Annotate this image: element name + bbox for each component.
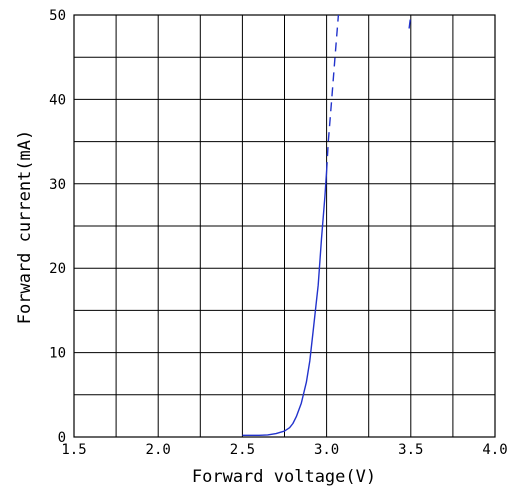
y-tick-labels: 0 10 20 30 40 50: [49, 8, 66, 446]
plot-grid: [73, 14, 496, 438]
curve-line-solid: [242, 171, 328, 436]
curve-line-dashed: [408, 14, 412, 29]
y-tick-label: 20: [49, 261, 66, 277]
y-tick-label: 10: [49, 346, 66, 362]
y-tick-label: 50: [49, 8, 66, 24]
x-axis-label: Forward voltage(V): [192, 467, 376, 487]
y-tick-label: 30: [49, 177, 66, 193]
x-tick-label: 2.0: [146, 442, 171, 458]
x-tick-label: 3.0: [314, 442, 339, 458]
x-tick-label: 1.5: [61, 442, 86, 458]
y-axis-label: Forward current(mA): [15, 130, 35, 324]
plot-frame: [73, 14, 496, 438]
x-tick-label: 3.5: [398, 442, 423, 458]
y-tick-label: 0: [58, 430, 66, 446]
x-tick-label: 4.0: [482, 442, 507, 458]
y-tick-label: 40: [49, 92, 66, 108]
x-tick-label: 2.5: [230, 442, 255, 458]
x-tick-labels: 1.5 2.0 2.5 3.0 3.5 4.0: [61, 442, 507, 458]
curve-line-dashed: [325, 14, 340, 172]
plot-curves: [242, 14, 412, 436]
